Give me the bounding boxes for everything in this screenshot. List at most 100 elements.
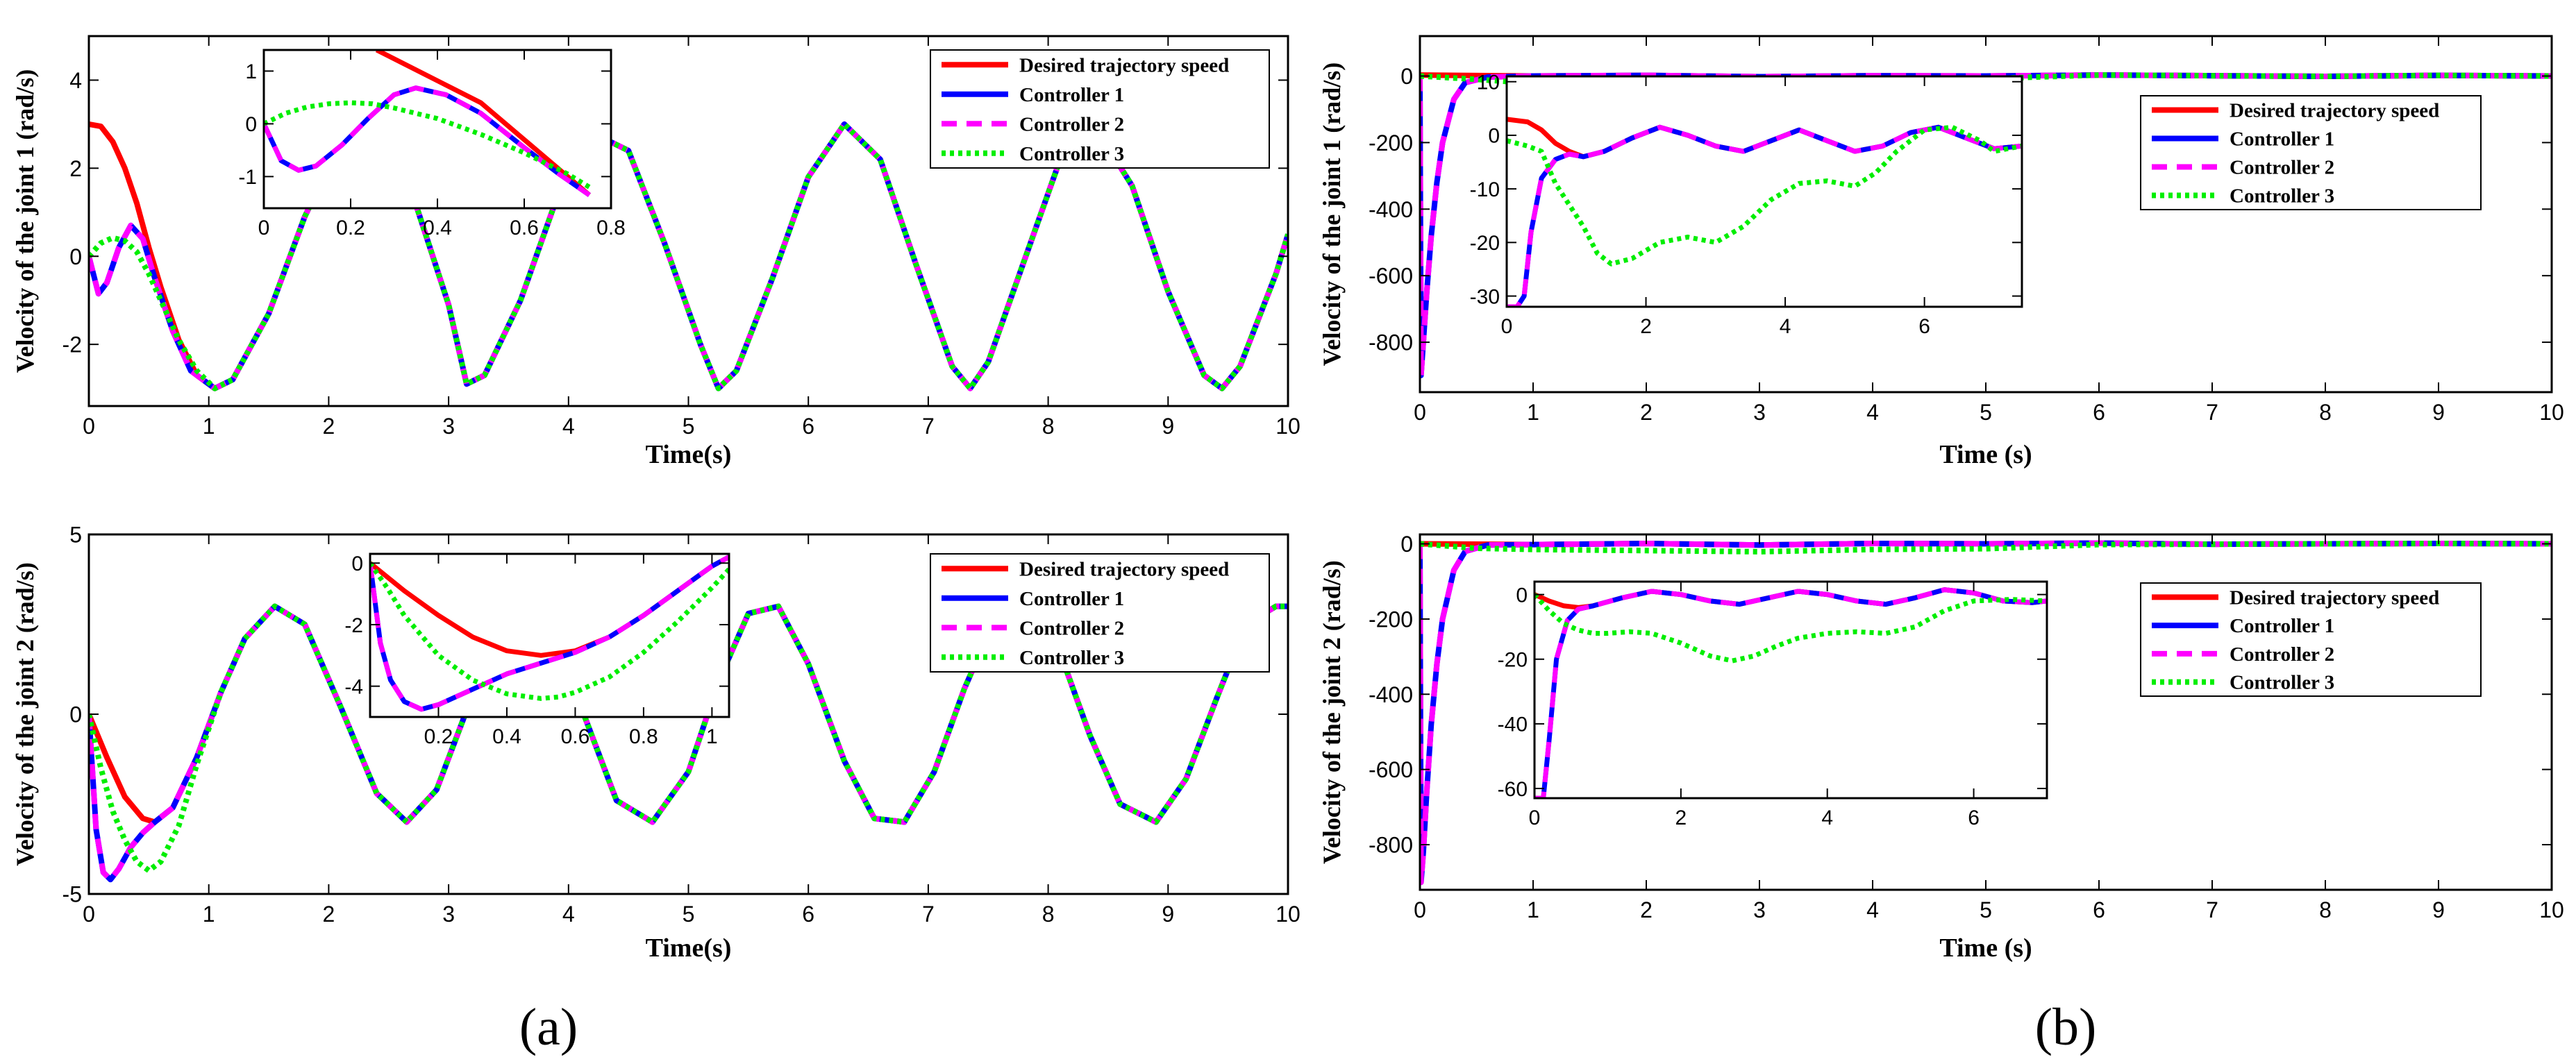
chart-b1-ytick-label: -800 (1369, 330, 1413, 355)
chart-b1-ytick-label: -600 (1369, 264, 1413, 289)
chart-b2-legend-label-desired-trajectory-speed: Desired trajectory speed (2230, 586, 2439, 609)
chart-b1-ylabel: Velocity of the joint 1 (rad/s) (1318, 62, 1346, 366)
chart-a2-xtick-label: 1 (203, 902, 215, 927)
chart-a1-inset-series-controller-2 (264, 85, 591, 197)
chart-a2-inset-xtick-label: 0.6 (561, 725, 590, 748)
chart-b2-inset-frame (1533, 580, 2048, 800)
chart-b2-xtick-label: 9 (2432, 897, 2445, 922)
chart-b2-series-controller-2 (1420, 540, 2552, 886)
chart-a1-legend-label-desired-trajectory-speed: Desired trajectory speed (1019, 54, 1229, 76)
chart-b1-inset-xtick-label: 6 (1918, 315, 1930, 338)
chart-a2-inset-series-controller-3 (370, 561, 729, 701)
chart-a1-xtick-label: 6 (802, 414, 814, 439)
chart-b2-xtick-label: 7 (2206, 897, 2218, 922)
chart-b2-xlabel: Time (s) (1939, 934, 2032, 963)
chart-a2-inset-series-controller-2 (370, 555, 729, 712)
chart-b1-ytick-label: 0 (1400, 64, 1413, 89)
chart-b2-inset-xtick-label: 2 (1675, 807, 1687, 829)
chart-b1-series-controller-2 (1420, 72, 2552, 378)
chart-b1-inset-ytick-label: -20 (1470, 232, 1500, 255)
chart-a2-inset-background (370, 554, 729, 717)
chart-a1-legend-label-controller-1: Controller 1 (1019, 84, 1124, 106)
chart-b2-xtick-label: 5 (1980, 897, 1992, 922)
chart-b2-ytick-label: -600 (1369, 757, 1413, 782)
chart-b2-ytick-label: -400 (1369, 682, 1413, 707)
panel-a-caption: (a) (519, 998, 578, 1056)
chart-b2-ylabel: Velocity of the joint 2 (rad/s) (1318, 560, 1346, 864)
chart-b1-legend-label-controller-3: Controller 3 (2230, 185, 2334, 208)
chart-b2-inset-ytick-label: -20 (1498, 649, 1528, 672)
chart-a2-xtick-label: 7 (922, 902, 935, 927)
chart-a2-xtick-label: 2 (323, 902, 335, 927)
chart-b2-inset-xtick-label: 0 (1529, 807, 1541, 829)
chart-b1-xtick-label: 1 (1527, 400, 1539, 425)
chart-b2-inset-ytick-label: -40 (1498, 713, 1528, 736)
chart-b1-legend-label-controller-1: Controller 1 (2230, 128, 2334, 151)
chart-b1-xtick-label: 2 (1640, 400, 1653, 425)
chart-b2-series-controller-3 (1420, 541, 2552, 555)
chart-b2-inset-ytick-label: 0 (1516, 584, 1528, 607)
chart-b1-ytick-label: -200 (1369, 130, 1413, 155)
chart-b2-legend-label-controller-1: Controller 1 (2230, 615, 2334, 637)
chart-b1-inset-frame (1505, 75, 2023, 308)
chart-a1-ytick-label: 4 (69, 68, 82, 93)
chart-a2-xtick-label: 4 (562, 902, 575, 927)
chart-b2-inset: 0 2 4 6 0 -20 -40 -60 (1498, 580, 2048, 829)
chart-b2-legend-label-controller-3: Controller 3 (2230, 672, 2334, 694)
chart-b1-legend-label-desired-trajectory-speed: Desired trajectory speed (2230, 100, 2439, 122)
chart-a1-ylabel: Velocity of the joint 1 (rad/s) (11, 69, 39, 373)
chart-a2-xtick-label: 0 (83, 902, 95, 927)
chart-a2-inset-xtick-label: 1 (706, 725, 718, 748)
chart-a2-series-controller-2 (89, 603, 1288, 883)
chart-b2-xtick-label: 2 (1640, 897, 1653, 922)
chart-a2-legend-label-controller-3: Controller 3 (1019, 647, 1124, 669)
chart-b1-xtick-label: 7 (2206, 400, 2218, 425)
chart-a2-ylabel: Velocity of the joint 2 (rad/s) (11, 562, 39, 866)
chart-a2-xtick-label: 6 (802, 902, 814, 927)
chart-a1-inset-xtick-label: 0 (258, 217, 270, 239)
chart-b2-inset-plot-area (1534, 587, 2047, 798)
chart-b1-inset-xtick-label: 2 (1640, 315, 1652, 338)
chart-b1-inset-plot-area (1507, 117, 2022, 307)
chart-b2-inset-series-controller-3 (1534, 593, 2047, 664)
chart-b2-xtick-label: 10 (2539, 897, 2564, 922)
chart-b1-inset-xtick-label: 4 (1780, 315, 1791, 338)
chart-a1-inset-xtick-label: 0.4 (423, 217, 452, 239)
chart-b1-xtick-label: 9 (2432, 400, 2445, 425)
chart-a1-legend-label-controller-3: Controller 3 (1019, 143, 1124, 165)
chart-a2-ytick-label: 0 (69, 702, 82, 727)
chart-a1-xlabel: Time(s) (646, 440, 732, 469)
chart-b2-inset-ytick-label: -60 (1498, 778, 1528, 801)
chart-a1-inset-ytick-label: -1 (238, 166, 257, 189)
chart-b1-inset-background (1507, 76, 2022, 307)
chart-b1-legend-label-controller-2: Controller 2 (2230, 157, 2334, 179)
chart-a2-plot-area (89, 603, 1288, 883)
chart-b1-inset: 0 2 4 6 10 0 -10 -20 -30 (1470, 71, 2023, 338)
chart-b1-inset-ytick-label: -30 (1470, 285, 1500, 308)
chart-a1-ytick-label: -2 (62, 332, 82, 357)
chart-a2-inset-ytick-label: -4 (344, 675, 363, 698)
chart-a1-xtick-label: 7 (922, 414, 935, 439)
chart-a2-ytick-label: -5 (62, 882, 82, 907)
chart-b1-legend-box (2140, 95, 2482, 210)
chart-b1-inset-series-controller-2 (1507, 124, 2022, 307)
chart-b1-inset-ytick-label: -10 (1470, 178, 1500, 201)
chart-a1-xtick-label: 0 (83, 414, 95, 439)
chart-a2-inset-xtick-label: 0.4 (492, 725, 521, 748)
chart-a1-xtick-label: 4 (562, 414, 575, 439)
chart-b2-inset-series-controller-2 (1534, 587, 2047, 798)
chart-b1-inset-xtick-label: 0 (1501, 315, 1513, 338)
chart-a2-inset-xtick-label: 0.2 (424, 725, 453, 748)
chart-a1-xtick-label: 3 (442, 414, 455, 439)
chart-b2-ytick-label: 0 (1400, 532, 1413, 557)
chart-b2-inset-xtick-label: 4 (1821, 807, 1833, 829)
chart-b1-xlabel: Time (s) (1939, 440, 2032, 469)
chart-b2-xtick-label: 3 (1753, 897, 1766, 922)
chart-a2-legend-label-controller-1: Controller 1 (1019, 588, 1124, 610)
chart-a2-inset-frame (369, 552, 730, 718)
chart-a2-xtick-label: 10 (1276, 902, 1300, 927)
